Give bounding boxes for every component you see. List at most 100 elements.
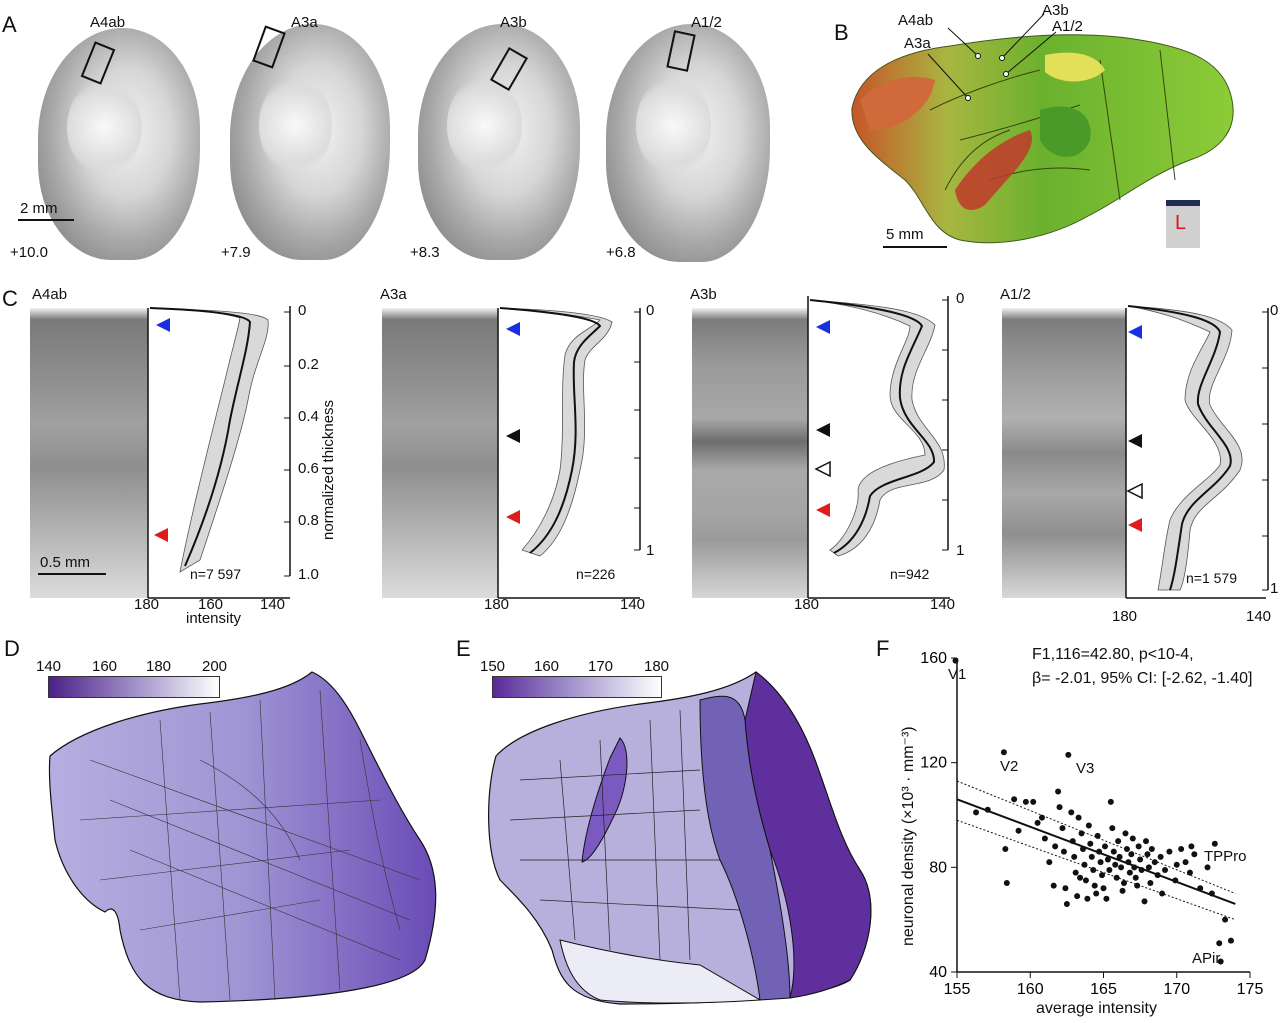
f-data-point (1188, 843, 1195, 850)
f-data-point (1085, 822, 1092, 829)
c-ytick-4: 0.8 (298, 512, 319, 529)
f-data-point (1081, 861, 1088, 868)
a-region-label-2: A3a (291, 14, 318, 31)
f-data-point (1091, 882, 1098, 889)
c-scale-bar-label: 0.5 mm (40, 554, 91, 571)
f-data-point (1123, 846, 1130, 853)
f-ylabel: neuronal density (×10³ · mm⁻³) (900, 726, 917, 946)
d-cbar-tick-0: 140 (36, 658, 62, 675)
c-ytick-a3b-1: 1 (956, 542, 965, 559)
f-data-point (1094, 832, 1101, 839)
c-xtick-a12-1: 140 (1246, 608, 1272, 625)
c-ytick-2: 0.4 (298, 408, 319, 425)
f-data-point (1093, 890, 1100, 897)
f-data-point (1071, 853, 1078, 860)
a-scale-bar (18, 219, 74, 221)
f-data-point (1077, 874, 1084, 881)
panel-label-e: E (456, 636, 471, 661)
f-label-tppro: TPPro (1204, 848, 1247, 865)
e-cbar-tick-0: 150 (480, 658, 506, 675)
f-data-point (984, 806, 991, 813)
f-data-point (1197, 885, 1204, 892)
f-data-point (1103, 895, 1110, 902)
panel-label-c: C (2, 286, 18, 311)
c-ytick-5: 1.0 (298, 566, 319, 583)
f-data-point (1148, 846, 1155, 853)
f-data-point (1217, 958, 1224, 965)
c-strip-a3b (692, 308, 808, 598)
f-data-point (1002, 846, 1009, 853)
f-data-point (1129, 835, 1136, 842)
e-cbar-tick-2: 170 (588, 658, 614, 675)
a-coordinate-4: +6.8 (606, 244, 636, 261)
c-ytick-1: 0.2 (298, 356, 319, 373)
brain-section-a3a (230, 24, 390, 260)
a-coordinate-3: +8.3 (410, 244, 440, 261)
c-ytick-a3b-0: 0 (956, 290, 965, 307)
f-data-point (1166, 848, 1173, 855)
f-data-point (1142, 838, 1149, 845)
c-xtick-a4ab-2: 140 (260, 596, 286, 613)
f-data-point (1068, 809, 1075, 816)
c-n-a12: n=1 579 (1186, 570, 1237, 586)
f-data-point (1107, 798, 1114, 805)
a-coordinate-1: +10.0 (10, 244, 48, 261)
d-flatmap (48, 671, 437, 1003)
f-data-point (1154, 872, 1161, 879)
f-data-point (1065, 751, 1072, 758)
c-title-a3b: A3b (690, 286, 717, 303)
f-data-point (1055, 788, 1062, 795)
f-data-point (1090, 866, 1097, 873)
f-label-v1: V1 (948, 666, 967, 683)
f-data-point (1072, 869, 1079, 876)
panel-label-b: B (834, 20, 849, 45)
f-data-point (1030, 798, 1037, 805)
f-xtick-label: 155 (944, 981, 971, 998)
c-xtick-a3b-1: 140 (930, 596, 956, 613)
f-data-point (1079, 846, 1086, 853)
c-ytick-a3a-0: 0 (646, 302, 655, 319)
f-data-point (1122, 830, 1129, 837)
f-data-point (1104, 856, 1111, 863)
f-data-point (1125, 859, 1132, 866)
a-scale-bar-label: 2 mm (20, 200, 58, 217)
f-data-point (1113, 874, 1120, 881)
c-strip-a3a (382, 308, 498, 598)
f-data-point (973, 809, 980, 816)
f-data-point (1112, 861, 1119, 868)
f-stats-line1: F1,116=42.80, p<10-4, (1032, 646, 1194, 663)
a-coordinate-2: +7.9 (221, 244, 251, 261)
b-label-a12: A1/2 (1052, 18, 1083, 35)
c-intensity-profiles (147, 296, 1269, 599)
f-data-point (1082, 877, 1089, 884)
c-ytick-a3a-1: 1 (646, 542, 655, 559)
c-n-a4ab: n=7 597 (190, 566, 241, 582)
f-data-point (1137, 856, 1144, 863)
e-colorbar (492, 676, 662, 698)
c-n-a3a: n=226 (576, 566, 616, 582)
f-data-point (1069, 838, 1076, 845)
c-ytick-a12-1: 1 (1270, 580, 1279, 597)
f-data-point (1151, 859, 1158, 866)
panel-label-f: F (876, 636, 890, 661)
c-xlabel: intensity (186, 610, 242, 627)
f-data-point (1128, 851, 1135, 858)
b-label-a3b: A3b (1042, 2, 1069, 19)
f-ytick-label: 40 (929, 964, 947, 981)
f-data-point (1075, 814, 1082, 821)
f-data-point (1138, 866, 1145, 873)
f-ci-lower (956, 819, 1236, 921)
c-n-a3b: n=942 (890, 566, 930, 582)
f-data-point (1084, 895, 1091, 902)
f-data-point (1204, 864, 1211, 871)
f-data-point (1222, 916, 1229, 923)
f-data-point (1157, 853, 1164, 860)
f-xtick-label: 160 (1017, 981, 1044, 998)
e-cbar-tick-1: 160 (534, 658, 560, 675)
f-data-point (1062, 885, 1069, 892)
f-data-point (1145, 864, 1152, 871)
f-data-point (1096, 848, 1103, 855)
f-data-point (1106, 866, 1113, 873)
f-label-v3: V3 (1076, 760, 1095, 777)
c-xtick-a4ab-1: 160 (198, 596, 224, 613)
